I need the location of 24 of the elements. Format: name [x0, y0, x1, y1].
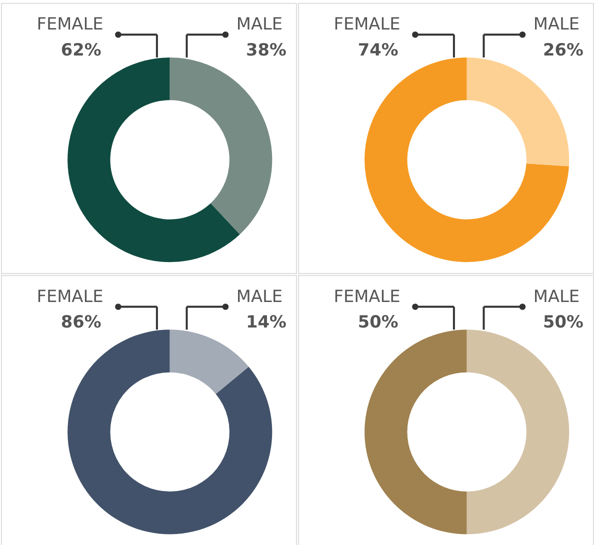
- data-label: 74%: [358, 39, 398, 60]
- donut-slice: [364, 57, 569, 262]
- data-label: 14%: [246, 312, 286, 332]
- donut-slice: [68, 330, 272, 534]
- slice-label: MALE: [236, 286, 283, 306]
- data-label: 38%: [246, 39, 286, 60]
- donut-slice: [170, 330, 249, 394]
- donut-slice: [466, 57, 569, 166]
- donut-slice: [364, 330, 467, 534]
- data-label: 50%: [358, 312, 398, 332]
- slice-label: FEMALE: [36, 14, 104, 34]
- slice-label: MALE: [533, 286, 580, 306]
- donut-slice: [466, 330, 569, 534]
- data-label: 62%: [60, 39, 102, 60]
- slice-label: FEMALE: [334, 286, 400, 306]
- donut-slice: [68, 57, 240, 262]
- slice-label: FEMALE: [334, 14, 400, 34]
- data-label: 26%: [543, 39, 584, 60]
- data-label: 50%: [543, 312, 584, 332]
- slice-label: FEMALE: [36, 286, 104, 306]
- data-label: 86%: [60, 312, 102, 332]
- slice-label: MALE: [236, 14, 283, 34]
- slice-label: MALE: [533, 14, 580, 34]
- donut-slice: [170, 57, 272, 234]
